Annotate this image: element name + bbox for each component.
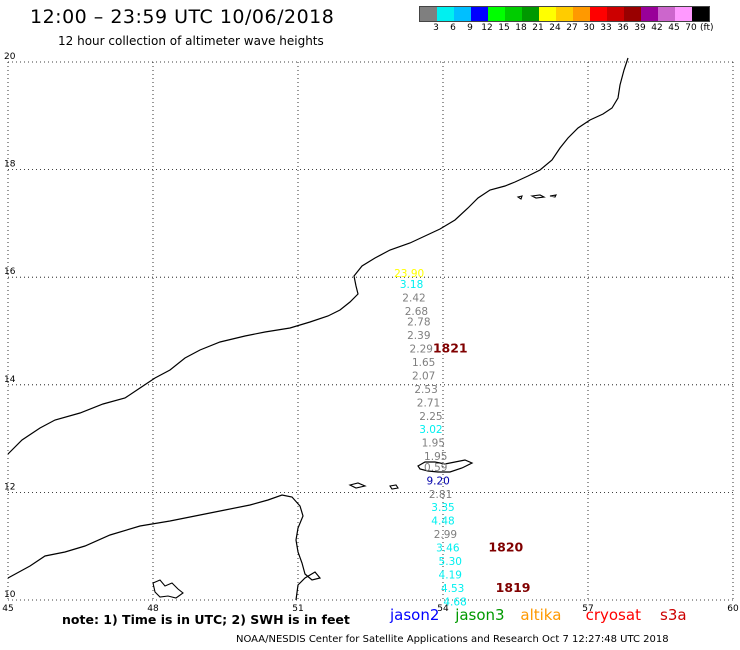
color-swatch xyxy=(573,7,590,21)
color-swatch xyxy=(488,7,505,21)
pass-time-label: 1819 xyxy=(496,580,531,595)
color-swatch xyxy=(692,7,709,21)
color-swatch xyxy=(590,7,607,21)
pass-time-label: 1821 xyxy=(433,341,468,356)
color-swatch xyxy=(607,7,624,21)
color-scale-label: 33 xyxy=(600,23,612,33)
color-swatch xyxy=(454,7,471,21)
wave-height-value: 4.53 xyxy=(441,583,464,595)
wave-height-value: 5.30 xyxy=(439,556,462,568)
color-swatch xyxy=(539,7,556,21)
y-tick-label: 16 xyxy=(4,267,16,277)
y-tick-label: 18 xyxy=(4,160,16,170)
wave-height-value: 4.48 xyxy=(431,516,454,528)
wave-height-value: 3.35 xyxy=(431,502,454,514)
wave-height-value: 1.95 xyxy=(422,438,445,450)
wave-height-value: 2.71 xyxy=(417,397,440,409)
color-scale-label: 12 xyxy=(481,23,493,33)
x-tick-label: 51 xyxy=(292,604,303,614)
time-labels: 1821 1820 1819 xyxy=(433,341,531,595)
map-title: 12:00 – 23:59 UTC 10/06/2018 xyxy=(30,6,335,28)
color-swatch xyxy=(437,7,454,21)
x-tick-label: 60 xyxy=(727,604,739,614)
coastline-arabia xyxy=(7,57,629,455)
color-scale-label: 36 xyxy=(617,23,629,33)
wave-height-value: 1.95 xyxy=(424,451,447,463)
wave-height-value: 3.46 xyxy=(436,543,460,555)
wave-height-value: 4.68 xyxy=(443,596,466,608)
legend-entry: altika xyxy=(520,606,562,624)
coastline-somalia xyxy=(7,494,322,601)
color-scale-label: 45 xyxy=(668,23,680,33)
y-tick-label: 12 xyxy=(4,482,15,492)
wave-height-value: 9.20 xyxy=(426,475,449,487)
x-tick-label: 45 xyxy=(2,604,13,614)
legend-entry: s3a xyxy=(660,606,687,624)
color-scale-unit: (ft) xyxy=(700,23,714,33)
wave-height-value: 3.02 xyxy=(419,424,442,436)
color-swatch xyxy=(624,7,641,21)
wave-height-value: 2.42 xyxy=(402,292,425,304)
wave-height-value: 2.29 xyxy=(410,344,433,356)
island-kuria-muria xyxy=(516,194,557,200)
color-scale-label: 30 xyxy=(583,23,595,33)
color-swatch xyxy=(641,7,658,21)
color-scale-label: 39 xyxy=(634,23,646,33)
y-tick-label: 14 xyxy=(4,375,16,385)
wave-height-value: 3.18 xyxy=(400,279,423,291)
color-scale-label: 21 xyxy=(532,23,544,33)
wave-height-value: 2.99 xyxy=(434,529,457,541)
color-scale-label: 42 xyxy=(651,23,663,33)
color-scale-label: 70 xyxy=(685,23,697,33)
legend-entry: jason3 xyxy=(455,606,505,624)
coastline-layer xyxy=(7,57,629,601)
wave-height-value: 2.25 xyxy=(419,411,442,423)
wave-height-value: 1.65 xyxy=(412,357,435,369)
color-swatch xyxy=(505,7,522,21)
pass-time-label: 1820 xyxy=(488,540,523,555)
wave-height-value: 2.53 xyxy=(414,384,437,396)
wave-height-value: 2.39 xyxy=(407,330,430,342)
altimeter-observations: 23.903.182.42 2.682.782.39 2.291.652.07 2.5… xyxy=(394,268,467,608)
x-tick-label: 48 xyxy=(147,604,159,614)
island-brothers xyxy=(389,484,399,490)
island-socotra xyxy=(417,459,474,473)
wave-height-value: 0.59 xyxy=(424,462,447,474)
island-abd-al-kuri xyxy=(348,482,367,489)
wave-height-value: 2.68 xyxy=(405,306,428,318)
color-swatch xyxy=(658,7,675,21)
y-tick-label: 10 xyxy=(4,590,16,600)
map-subtitle: 12 hour collection of altimeter wave hei… xyxy=(58,34,324,48)
footer-credit: NOAA/NESDIS Center for Satellite Applica… xyxy=(236,634,669,645)
color-swatch xyxy=(420,7,437,21)
color-scale-label: 3 xyxy=(433,23,439,33)
color-scale-label: 15 xyxy=(498,23,510,33)
x-tick-label: 57 xyxy=(582,604,593,614)
x-tick-label: 54 xyxy=(437,604,449,614)
island-yemen-coast xyxy=(152,579,184,599)
color-swatch xyxy=(675,7,692,21)
y-tick-label: 20 xyxy=(4,52,16,62)
color-scale-label: 27 xyxy=(566,23,578,33)
color-scale-label: 6 xyxy=(450,23,456,33)
legend-entry: cryosat xyxy=(585,606,641,624)
color-swatch xyxy=(522,7,539,21)
color-scale-label: 9 xyxy=(467,23,473,33)
wave-height-value: 2.78 xyxy=(407,317,430,329)
color-scale-bar xyxy=(419,6,710,22)
wave-height-value: 2.81 xyxy=(429,489,452,501)
wave-height-value: 4.19 xyxy=(439,569,462,581)
color-scale-label: 24 xyxy=(549,23,561,33)
lat-lon-grid xyxy=(7,61,734,601)
color-scale-label: 18 xyxy=(515,23,527,33)
color-swatch xyxy=(471,7,488,21)
wave-height-value: 23.90 xyxy=(394,268,424,280)
legend-entry: jason2 xyxy=(390,606,440,624)
color-swatch xyxy=(556,7,573,21)
footer-note: note: 1) Time is in UTC; 2) SWH is in fe… xyxy=(62,612,350,627)
wave-height-value: 2.07 xyxy=(412,370,435,382)
